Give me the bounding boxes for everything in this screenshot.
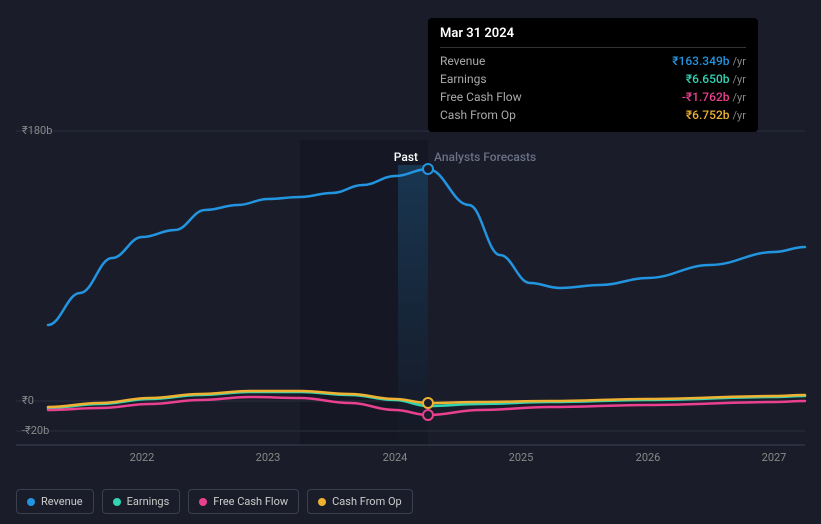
x-tick-label: 2023 (256, 451, 281, 464)
y-tick-label: -₹20b (22, 424, 49, 437)
x-tick-label: 2022 (130, 451, 155, 464)
chart-legend: Revenue Earnings Free Cash Flow Cash Fro… (16, 489, 413, 514)
y-tick-label: ₹180b (22, 124, 52, 137)
tooltip-row: Revenue ₹163.349b /yr (440, 52, 746, 70)
legend-item[interactable]: Free Cash Flow (188, 489, 299, 514)
tooltip-row: Cash From Op ₹6.752b /yr (440, 106, 746, 124)
tooltip-row: Earnings ₹6.650b /yr (440, 70, 746, 88)
legend-label: Revenue (41, 495, 83, 508)
legend-dot-icon (27, 498, 35, 506)
legend-dot-icon (199, 498, 207, 506)
tooltip-metric-value: ₹6.650b /yr (686, 72, 746, 86)
data-tooltip: Mar 31 2024 Revenue ₹163.349b /yr Earnin… (428, 18, 758, 132)
legend-label: Cash From Op (332, 495, 402, 508)
tooltip-date: Mar 31 2024 (440, 26, 746, 48)
financial-chart: Mar 31 2024 Revenue ₹163.349b /yr Earnin… (0, 0, 821, 524)
x-tick-label: 2024 (383, 451, 408, 464)
legend-dot-icon (318, 498, 326, 506)
legend-item[interactable]: Earnings (102, 489, 181, 514)
x-tick-label: 2027 (762, 451, 787, 464)
legend-label: Free Cash Flow (213, 495, 288, 508)
tooltip-row: Free Cash Flow -₹1.762b /yr (440, 88, 746, 106)
tooltip-rows: Revenue ₹163.349b /yr Earnings ₹6.650b /… (440, 52, 746, 124)
legend-label: Earnings (127, 495, 170, 508)
tooltip-metric-label: Revenue (440, 54, 485, 68)
forecast-label: Analysts Forecasts (434, 150, 536, 164)
tooltip-metric-label: Cash From Op (440, 108, 516, 122)
tooltip-metric-label: Earnings (440, 72, 487, 86)
tooltip-metric-label: Free Cash Flow (440, 90, 522, 104)
y-tick-label: ₹0 (22, 394, 34, 407)
legend-dot-icon (113, 498, 121, 506)
x-tick-label: 2026 (636, 451, 661, 464)
tooltip-metric-value: ₹6.752b /yr (686, 108, 746, 122)
x-tick-label: 2025 (509, 451, 534, 464)
past-label: Past (394, 150, 418, 164)
legend-item[interactable]: Revenue (16, 489, 94, 514)
tooltip-metric-value: ₹163.349b /yr (672, 54, 746, 68)
legend-item[interactable]: Cash From Op (307, 489, 413, 514)
tooltip-metric-value: -₹1.762b /yr (682, 90, 746, 104)
